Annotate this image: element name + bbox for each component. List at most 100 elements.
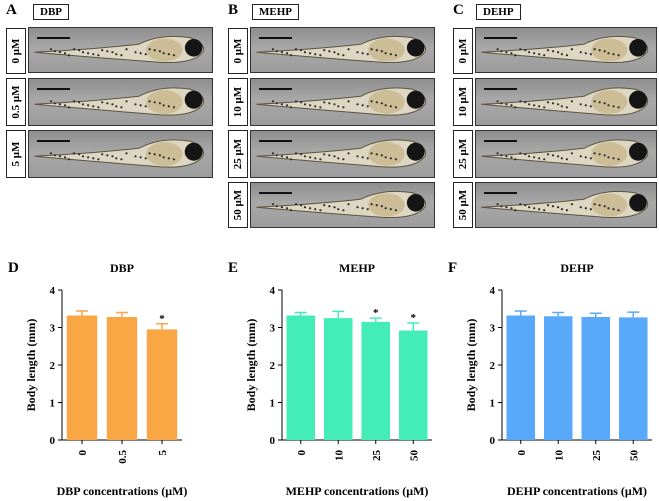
y-tick-label: 4	[270, 285, 276, 297]
x-tick-label: 5	[157, 450, 169, 456]
y-tick-label: 4	[490, 285, 496, 297]
scale-bar	[37, 88, 70, 90]
chart-title: MEHP	[339, 261, 375, 275]
concentration-label: 5 μM	[6, 130, 26, 178]
x-tick-label: 50	[628, 450, 640, 462]
zebrafish-larva	[481, 87, 649, 116]
y-tick-label: 1	[270, 398, 276, 410]
bar	[324, 318, 353, 440]
chart-title: DEHP	[560, 261, 593, 275]
y-tick-label: 2	[50, 360, 56, 372]
scale-bar	[484, 192, 517, 194]
bar	[544, 316, 573, 440]
zebrafish-photo	[250, 27, 435, 73]
bar	[286, 315, 315, 440]
bar	[66, 315, 98, 440]
scale-bar	[259, 37, 292, 39]
concentration-label: 0 μM	[228, 28, 248, 74]
concentration-label: 10 μM	[453, 78, 473, 126]
concentration-label: 25 μM	[228, 130, 248, 178]
zebrafish-photo	[250, 182, 435, 228]
compound-label-dehp: DEHP	[476, 4, 521, 20]
x-tick-label: 0	[77, 450, 89, 456]
y-tick-label: 1	[50, 398, 56, 410]
zebrafish-larva	[481, 35, 649, 64]
scale-bar	[259, 140, 292, 142]
zebrafish-larva	[256, 139, 426, 168]
x-tick-label: 10	[333, 450, 345, 462]
y-tick-label: 3	[490, 323, 496, 335]
zebrafish-larva	[481, 139, 649, 168]
y-tick-label: 3	[270, 323, 276, 335]
scale-bar	[484, 140, 517, 142]
scale-bar	[259, 88, 292, 90]
bar	[361, 321, 390, 440]
bar	[146, 329, 178, 440]
y-tick-label: 0	[50, 435, 56, 447]
y-tick-label: 0	[490, 435, 496, 447]
panel-letter-c: C	[453, 2, 464, 18]
zebrafish-photo	[475, 130, 657, 178]
y-tick-label: 0	[270, 435, 276, 447]
chart-title: DBP	[110, 261, 134, 275]
scale-bar	[484, 88, 517, 90]
concentration-label: 50 μM	[228, 182, 248, 228]
scale-bar	[37, 140, 70, 142]
zebrafish-larva	[34, 87, 204, 116]
zebrafish-larva	[256, 35, 426, 64]
significance-marker: *	[411, 312, 417, 324]
zebrafish-larva	[256, 190, 426, 219]
zebrafish-photo	[28, 78, 213, 126]
x-tick-label: 0.5	[117, 450, 129, 464]
concentration-label: 0 μM	[453, 28, 473, 74]
compound-label-mehp: MEHP	[252, 4, 299, 20]
zebrafish-photo	[28, 27, 213, 73]
zebrafish-larva	[256, 87, 426, 116]
x-tick-label: 0	[296, 450, 308, 456]
compound-label-dbp: DBP	[33, 4, 69, 20]
concentration-label: 10 μM	[228, 78, 248, 126]
zebrafish-photo	[250, 78, 435, 126]
bar	[619, 317, 648, 440]
zebrafish-photo	[250, 130, 435, 178]
bar	[106, 317, 138, 440]
scale-bar	[484, 37, 517, 39]
y-tick-label: 3	[50, 323, 56, 335]
y-axis-label: Body length (mm)	[464, 319, 478, 412]
concentration-label: 50 μM	[453, 182, 473, 228]
bar	[506, 315, 535, 440]
x-axis-label: DBP concentrations (μM)	[57, 484, 188, 498]
concentration-label: 25 μM	[453, 130, 473, 178]
x-axis-label: MEHP concentrations (μM)	[286, 484, 429, 498]
concentration-label: 0 μM	[6, 28, 26, 74]
bar	[581, 317, 610, 440]
zebrafish-photo	[475, 78, 657, 126]
panel-letter: F	[448, 260, 457, 276]
y-axis-label: Body length (mm)	[24, 319, 38, 412]
zebrafish-larva	[34, 35, 204, 64]
x-tick-label: 0	[516, 450, 528, 456]
significance-marker: *	[159, 313, 165, 325]
concentration-label: 0.5 μM	[6, 78, 26, 126]
zebrafish-photo	[475, 27, 657, 73]
significance-marker: *	[373, 307, 379, 319]
panel-letter-b: B	[228, 2, 239, 18]
x-tick-label: 10	[553, 450, 565, 462]
scale-bar	[259, 192, 292, 194]
x-tick-label: 25	[591, 450, 603, 462]
y-tick-label: 2	[490, 360, 496, 372]
y-tick-label: 4	[50, 285, 56, 297]
y-axis-label: Body length (mm)	[244, 319, 258, 412]
bar	[399, 330, 428, 440]
panel-letter: D	[8, 260, 19, 276]
panel-letter-a: A	[6, 2, 17, 18]
panel-letter: E	[228, 260, 238, 276]
x-tick-label: 25	[371, 450, 383, 462]
zebrafish-larva	[481, 190, 649, 219]
scale-bar	[37, 37, 70, 39]
x-axis-label: DEHP concentrations (μM)	[507, 484, 647, 498]
zebrafish-larva	[34, 139, 204, 168]
zebrafish-photo	[475, 182, 657, 228]
zebrafish-photo	[28, 130, 213, 178]
